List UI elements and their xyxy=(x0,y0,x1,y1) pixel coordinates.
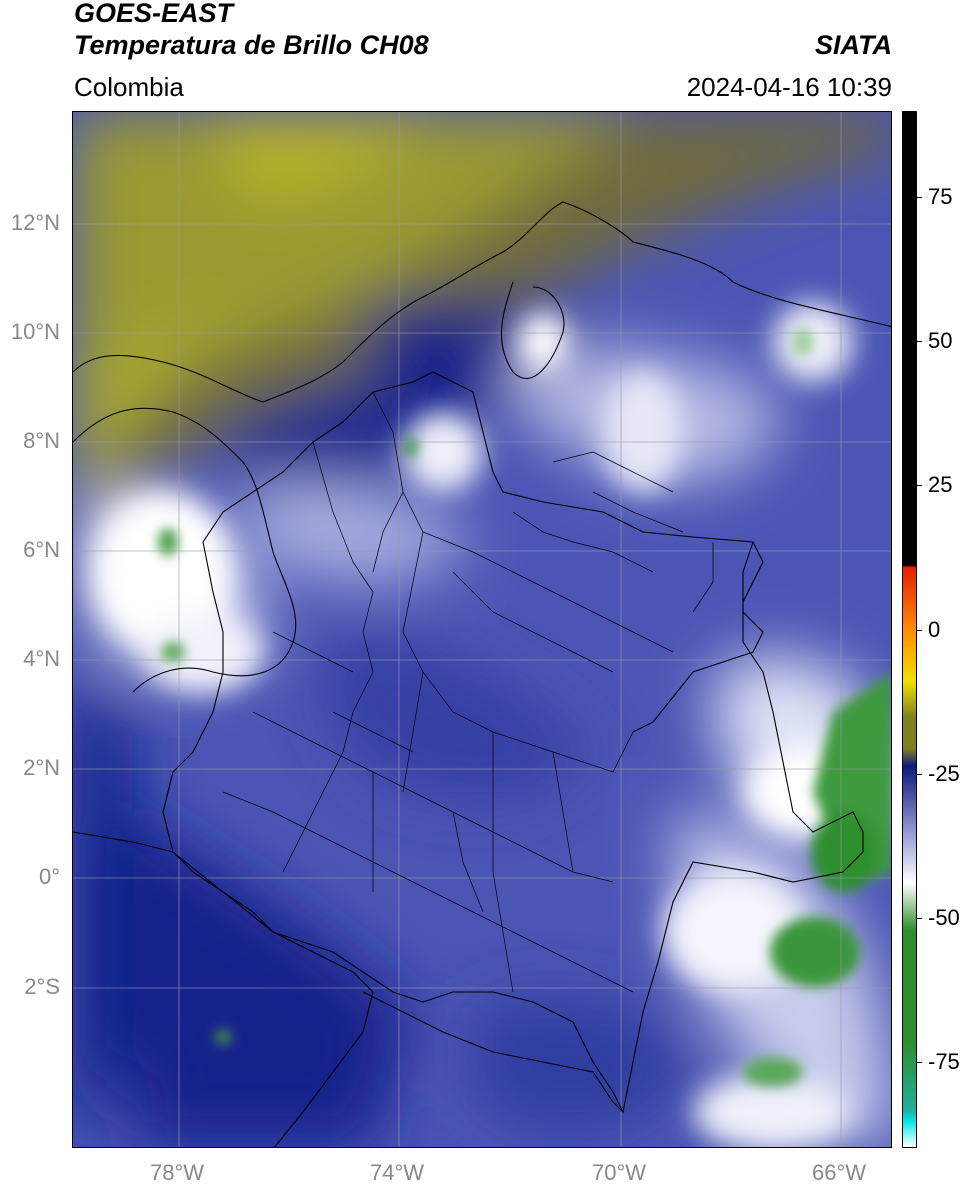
boundary-lines xyxy=(73,201,891,1147)
panama-coast xyxy=(73,407,297,693)
maracaibo-basin xyxy=(500,281,565,379)
colorbar-tick-label: 50 xyxy=(928,328,953,354)
source-label: SIATA xyxy=(815,30,892,60)
lat-tick-label: 6°N xyxy=(23,537,60,562)
brightness-temperature-map xyxy=(72,111,892,1148)
lat-tick-label: 0° xyxy=(38,864,60,889)
lon-tick-label: 74°W xyxy=(370,1160,425,1185)
colorbar-tick-mark xyxy=(917,1062,922,1063)
graticule xyxy=(73,112,891,1147)
colorbar-tick-label: -75 xyxy=(928,1048,960,1074)
caribbean-coastline xyxy=(73,201,891,403)
colorbar-tick-label: 75 xyxy=(928,184,953,210)
product-title: Temperatura de Brillo CH08 xyxy=(74,30,429,60)
colorbar-tick-label: -25 xyxy=(928,760,960,786)
colorbar-tick-label: 0 xyxy=(928,616,941,642)
colorbar xyxy=(902,111,917,1148)
satellite-title: GOES-EAST xyxy=(74,0,234,28)
colorbar-tick-mark xyxy=(917,774,922,775)
peru-border xyxy=(362,991,624,1113)
colorbar-tick-mark xyxy=(917,918,922,919)
ecuador-border xyxy=(73,831,374,1147)
datetime-label: 2024-04-16 10:39 xyxy=(686,72,892,102)
colorbar-tick-label: -50 xyxy=(928,904,960,930)
colombia-border xyxy=(162,371,864,1114)
deep-convection xyxy=(158,328,891,1087)
moisture-field xyxy=(73,112,891,1147)
colorbar-gradient xyxy=(903,112,916,1147)
lat-tick-label: 4°N xyxy=(23,646,60,671)
region-label: Colombia xyxy=(74,72,184,102)
lat-tick-label: 8°N xyxy=(23,428,60,453)
lat-tick-label: 2°S xyxy=(24,974,60,999)
lon-tick-label: 66°W xyxy=(812,1160,867,1185)
venezuela-states xyxy=(512,451,714,613)
colorbar-tick-label: 25 xyxy=(928,472,953,498)
venezuela-border xyxy=(632,541,764,733)
map-image xyxy=(73,112,891,1147)
colorbar-tick-mark xyxy=(917,485,922,486)
lat-tick-label: 10°N xyxy=(10,319,60,344)
colorbar-tick-mark xyxy=(917,630,922,631)
colorbar-tick-mark xyxy=(917,197,922,198)
lon-tick-label: 70°W xyxy=(592,1160,647,1185)
colorbar-tick-mark xyxy=(917,341,922,342)
department-lines xyxy=(222,391,674,993)
lon-tick-label: 78°W xyxy=(150,1160,205,1185)
lat-tick-label: 2°N xyxy=(23,755,60,780)
lat-tick-label: 12°N xyxy=(10,210,60,235)
